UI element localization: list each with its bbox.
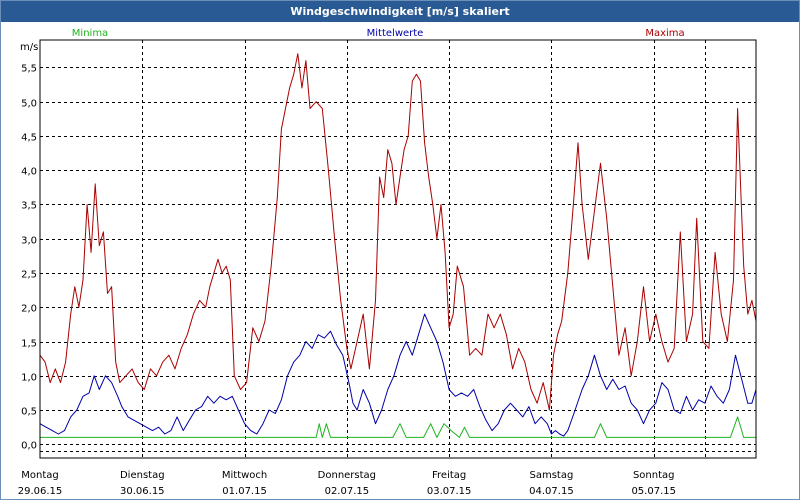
x-tick-date: 30.06.15 — [120, 486, 165, 497]
legend: Minima Mittelwerte Maxima — [72, 28, 685, 39]
grid — [40, 40, 756, 458]
plot-area — [39, 39, 757, 459]
y-axis-label: m/s — [20, 42, 38, 53]
chart-title: Windgeschwindigkeit [m/s] skaliert — [1, 1, 799, 22]
x-axis-ticks: Montag 29.06.15 Dienstag 30.06.15 Mittwoch 01… — [18, 470, 676, 497]
y-tick-label: 5,5 — [21, 64, 37, 75]
y-tick-label: 4,5 — [21, 133, 37, 144]
y-tick-label: 2,5 — [21, 270, 37, 281]
y-tick-label: 4,0 — [21, 167, 37, 178]
x-tick-weekday: Donnerstag — [318, 470, 376, 481]
x-tick-weekday: Montag — [21, 470, 58, 481]
legend-entry-minima: Minima — [72, 28, 108, 39]
y-tick-label: 2,0 — [21, 304, 37, 315]
x-tick-weekday: Sonntag — [633, 470, 675, 481]
series-line-minima — [40, 416, 756, 438]
x-tick-date: 29.06.15 — [18, 486, 63, 497]
x-tick-weekday: Mittwoch — [222, 470, 267, 481]
y-tick-label: 0,0 — [21, 441, 37, 452]
x-tick-date: 03.07.15 — [427, 486, 472, 497]
x-tick-date: 05.07.15 — [631, 486, 676, 497]
x-tick-date: 01.07.15 — [222, 486, 267, 497]
x-tick-weekday: Freitag — [432, 470, 466, 481]
legend-entry-mittelwerte: Mittelwerte — [367, 28, 424, 39]
y-tick-label: 1,5 — [21, 339, 37, 350]
y-tick-label: 5,0 — [21, 99, 37, 110]
x-tick-date: 04.07.15 — [529, 486, 574, 497]
y-axis-ticks: 0,0 0,5 1,0 1,5 2,0 2,5 3,0 3,5 4,0 4,5 5,0 5,5 — [21, 64, 37, 452]
y-tick-label: 1,0 — [21, 373, 37, 384]
x-tick-weekday: Dienstag — [120, 470, 165, 481]
y-tick-label: 0,5 — [21, 407, 37, 418]
series-line-maxima — [39, 53, 757, 411]
x-tick-weekday: Samstag — [530, 470, 574, 481]
series-lines — [39, 53, 757, 438]
y-tick-label: 3,5 — [21, 201, 37, 212]
legend-entry-maxima: Maxima — [645, 28, 684, 39]
y-tick-label: 3,0 — [21, 236, 37, 247]
series-line-mittelwerte — [39, 313, 757, 437]
x-tick-date: 02.07.15 — [325, 486, 370, 497]
